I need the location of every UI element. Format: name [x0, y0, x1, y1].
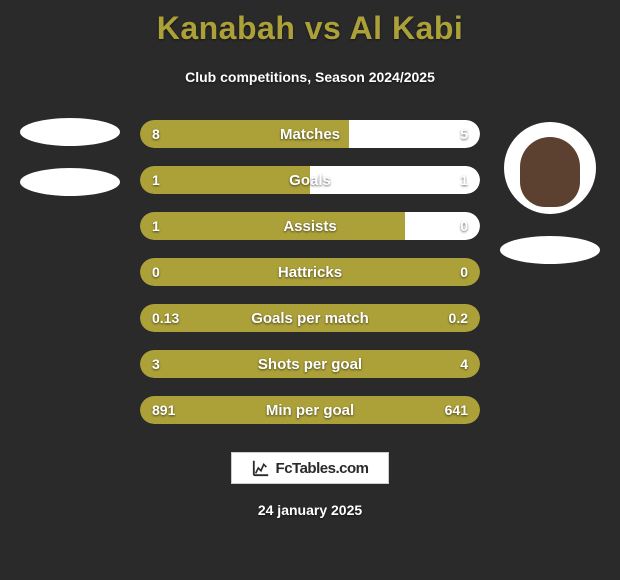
stat-label: Goals per match: [140, 310, 480, 327]
stat-value-right: 0: [460, 264, 468, 280]
stat-label: Min per goal: [140, 402, 480, 419]
subtitle: Club competitions, Season 2024/2025: [185, 69, 435, 85]
comparison-card: Kanabah vs Al Kabi Club competitions, Se…: [0, 0, 620, 580]
stat-label: Hattricks: [140, 264, 480, 281]
date-label: 24 january 2025: [258, 502, 362, 518]
brand-logo-box[interactable]: FcTables.com: [231, 452, 390, 484]
stat-row-hattricks: 0Hattricks0: [140, 258, 480, 286]
stat-value-right: 5: [460, 126, 468, 142]
stat-row-shots-per-goal: 3Shots per goal4: [140, 350, 480, 378]
stat-label: Shots per goal: [140, 356, 480, 373]
page-title: Kanabah vs Al Kabi: [157, 10, 464, 47]
player-left-placeholder-2: [20, 168, 120, 196]
stat-value-right: 0.2: [449, 310, 468, 326]
stat-row-goals-per-match: 0.13Goals per match0.2: [140, 304, 480, 332]
stat-value-right: 4: [460, 356, 468, 372]
stat-row-assists: 1Assists0: [140, 212, 480, 240]
brand-logo-text: FcTables.com: [276, 460, 369, 477]
player-left-placeholder-1: [20, 118, 120, 146]
stat-row-matches: 8Matches5: [140, 120, 480, 148]
stat-row-min-per-goal: 891Min per goal641: [140, 396, 480, 424]
player-right-avatar: [504, 122, 596, 214]
stat-label: Assists: [140, 218, 480, 235]
stat-value-right: 1: [460, 172, 468, 188]
stat-row-goals: 1Goals1: [140, 166, 480, 194]
stat-label: Goals: [140, 172, 480, 189]
chart-icon: [252, 459, 270, 477]
stats-column: 8Matches51Goals11Assists00Hattricks00.13…: [140, 120, 480, 424]
avatar-silhouette: [520, 137, 580, 207]
player-left-column: [15, 120, 125, 196]
player-right-placeholder: [500, 236, 600, 264]
stat-value-right: 0: [460, 218, 468, 234]
player-right-column: [495, 120, 605, 264]
main-area: 8Matches51Goals11Assists00Hattricks00.13…: [0, 120, 620, 424]
stat-label: Matches: [140, 126, 480, 143]
stat-value-right: 641: [445, 402, 468, 418]
